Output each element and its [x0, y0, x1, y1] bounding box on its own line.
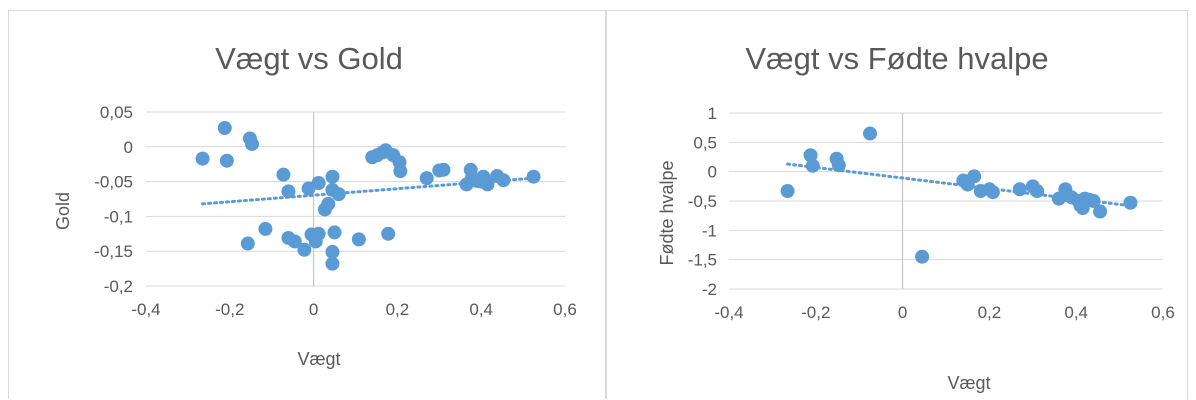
data-point	[217, 121, 232, 136]
data-point	[419, 171, 434, 186]
data-point	[1086, 194, 1101, 208]
y-tick-label: -0,2	[104, 277, 133, 296]
data-point	[297, 242, 312, 257]
data-point	[281, 184, 296, 199]
y-tick-label: 1	[708, 104, 717, 123]
x-tick-label: 0,2	[978, 303, 1002, 322]
data-point	[258, 221, 273, 236]
x-tick-label: -0,4	[131, 300, 160, 319]
data-point	[496, 173, 511, 188]
chart-svg-vaegt-vs-fodte-hvalpe: Vægt vs Fødte hvalpe Vægt Fødte hvalpe 1…	[657, 41, 1175, 393]
x-tick-label: 0	[898, 303, 907, 322]
data-point	[915, 249, 930, 264]
y-tick-label: 0	[708, 163, 717, 182]
x-tick-label: 0,6	[553, 300, 577, 319]
data-point	[803, 148, 818, 163]
y-tick-label: -0,05	[94, 173, 133, 192]
y-tick-label: -0,5	[688, 192, 717, 211]
x-tick-label: -0,4	[714, 303, 743, 322]
y-tick-label: -1,5	[688, 251, 717, 270]
data-point	[1012, 182, 1027, 197]
x-tick-label: -0,2	[801, 303, 830, 322]
data-point	[805, 158, 820, 173]
data-point	[985, 185, 1000, 200]
chart-title: Vægt vs Fødte hvalpe	[745, 41, 1048, 76]
data-point	[321, 196, 336, 211]
x-axis-title: Vægt	[947, 373, 990, 393]
data-point	[1123, 195, 1138, 210]
chart-panel-vaegt-vs-fodte-hvalpe: Vægt vs Fødte hvalpe Vægt Fødte hvalpe 1…	[606, 10, 1188, 399]
data-point	[863, 126, 878, 141]
x-tick-label: 0,4	[469, 300, 493, 319]
x-axis-title: Vægt	[297, 349, 340, 369]
y-tick-label: -0,15	[94, 242, 133, 261]
data-point	[526, 169, 541, 184]
chart-panel-vaegt-vs-gold: Vægt vs Gold Vægt Gold 0,05 0 -0,05 -0,1 -0,…	[8, 10, 606, 399]
data-point	[393, 164, 408, 179]
data-point	[287, 234, 302, 249]
y-tick-label: 0,5	[693, 133, 717, 152]
y-tick-label: 0,05	[100, 103, 133, 122]
data-point	[276, 167, 291, 182]
chart-title: Vægt vs Gold	[215, 41, 403, 76]
data-point	[436, 162, 451, 177]
data-point	[240, 236, 255, 251]
x-tick-label: 0,6	[1151, 303, 1175, 322]
plot-area: 1 0,5 0 -0,5 -1 -1,5 -2 -0,4 -0,2 0 0,2 0,4 0,6	[688, 104, 1175, 322]
y-axis-title: Fødte hvalpe	[657, 160, 677, 265]
x-tick-label: 0,4	[1064, 303, 1088, 322]
data-point	[1030, 184, 1045, 199]
y-tick-label: -1	[702, 221, 717, 240]
data-point	[967, 169, 982, 184]
data-point	[381, 226, 396, 241]
y-tick-label: -0,1	[104, 207, 133, 226]
data-point	[325, 256, 340, 271]
data-point	[480, 177, 495, 192]
x-tick-label: 0,2	[386, 300, 410, 319]
x-tick-label: 0	[309, 300, 318, 319]
x-tick-label: -0,2	[215, 300, 244, 319]
data-point	[245, 137, 260, 152]
y-axis-title: Gold	[53, 192, 73, 230]
data-point	[831, 158, 846, 173]
data-point	[331, 187, 346, 202]
data-point	[195, 151, 210, 166]
data-point	[325, 244, 340, 259]
data-point	[1093, 204, 1108, 219]
plot-area: 0,05 0 -0,05 -0,1 -0,15 -0,2 -0,4 -0,2 0 0,2 0,4 0,…	[94, 103, 577, 319]
data-point	[351, 232, 366, 247]
data-point	[325, 169, 340, 184]
y-tick-label: -2	[702, 280, 717, 299]
data-point	[311, 175, 326, 190]
y-tick-label: 0	[124, 138, 133, 157]
data-point	[327, 225, 342, 240]
data-point	[780, 184, 795, 199]
data-point	[219, 153, 234, 168]
data-point	[311, 226, 326, 241]
chart-svg-vaegt-vs-gold: Vægt vs Gold Vægt Gold 0,05 0 -0,05 -0,1 -0,…	[53, 41, 577, 369]
